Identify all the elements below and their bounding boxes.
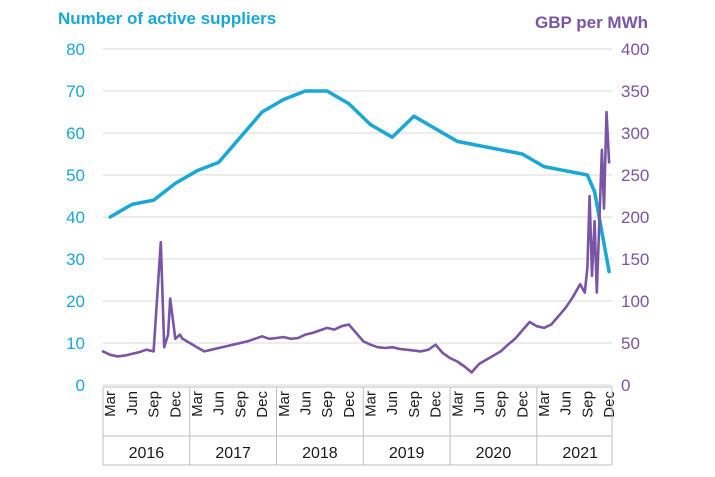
right-tick-label: 350 bbox=[621, 82, 649, 101]
month-tick-label: Jun bbox=[384, 391, 401, 415]
month-tick-label: Sep bbox=[493, 391, 510, 418]
month-tick-label: Jun bbox=[471, 391, 488, 415]
left-tick-label: 50 bbox=[66, 166, 85, 185]
month-tick-label: Mar bbox=[363, 391, 380, 417]
month-tick-label: Mar bbox=[449, 391, 466, 417]
left-tick-label: 20 bbox=[66, 292, 85, 311]
right-tick-label: 250 bbox=[621, 166, 649, 185]
price-series-line bbox=[101, 110, 611, 374]
year-label: 2018 bbox=[302, 445, 338, 462]
year-label: 2020 bbox=[476, 445, 512, 462]
month-tick-label: Mar bbox=[536, 391, 553, 417]
right-tick-label: 0 bbox=[621, 376, 630, 395]
right-tick-label: 400 bbox=[621, 40, 649, 59]
suppliers-series-line bbox=[108, 89, 611, 274]
right-tick-label: 300 bbox=[621, 124, 649, 143]
series-lines bbox=[101, 89, 611, 374]
right-axis-ticks: 0 50 100 150 200 250 300 350 400 bbox=[621, 40, 649, 395]
left-axis-title: Number of active suppliers bbox=[58, 9, 276, 28]
month-tick-label: Dec bbox=[254, 391, 271, 418]
right-axis-title: GBP per MWh bbox=[535, 13, 648, 32]
month-tick-label: Jun bbox=[211, 391, 228, 415]
month-tick-label: Mar bbox=[276, 391, 293, 417]
year-label: 2017 bbox=[215, 445, 251, 462]
month-tick-label: Sep bbox=[232, 391, 249, 418]
month-tick-label: Dec bbox=[167, 391, 184, 418]
right-tick-label: 100 bbox=[621, 292, 649, 311]
month-tick-label: Sep bbox=[146, 391, 163, 418]
left-tick-label: 10 bbox=[66, 334, 85, 353]
month-tick-label: Sep bbox=[406, 391, 423, 418]
left-tick-label: 70 bbox=[66, 82, 85, 101]
month-tick-label: Sep bbox=[579, 391, 596, 418]
right-tick-label: 150 bbox=[621, 250, 649, 269]
month-tick-label: Dec bbox=[428, 391, 445, 418]
right-tick-label: 200 bbox=[621, 208, 649, 227]
right-tick-label: 50 bbox=[621, 334, 640, 353]
month-tick-label: Dec bbox=[601, 391, 618, 418]
month-tick-label: Jun bbox=[558, 391, 575, 415]
year-label: 2021 bbox=[562, 445, 598, 462]
left-tick-label: 60 bbox=[66, 124, 85, 143]
left-tick-label: 30 bbox=[66, 250, 85, 269]
month-tick-label: Jun bbox=[124, 391, 141, 415]
month-tick-label: Mar bbox=[189, 391, 206, 417]
month-tick-label: Sep bbox=[319, 391, 336, 418]
year-label: 2016 bbox=[129, 445, 165, 462]
left-tick-label: 40 bbox=[66, 208, 85, 227]
left-tick-label: 80 bbox=[66, 40, 85, 59]
month-tick-label: Mar bbox=[102, 391, 119, 417]
month-tick-label: Dec bbox=[341, 391, 358, 418]
left-tick-label: 0 bbox=[76, 376, 85, 395]
month-tick-label: Jun bbox=[297, 391, 314, 415]
year-label: 2019 bbox=[389, 445, 425, 462]
month-tick-label: Dec bbox=[514, 391, 531, 418]
left-axis-ticks: 0 10 20 30 40 50 60 70 80 bbox=[66, 40, 85, 395]
